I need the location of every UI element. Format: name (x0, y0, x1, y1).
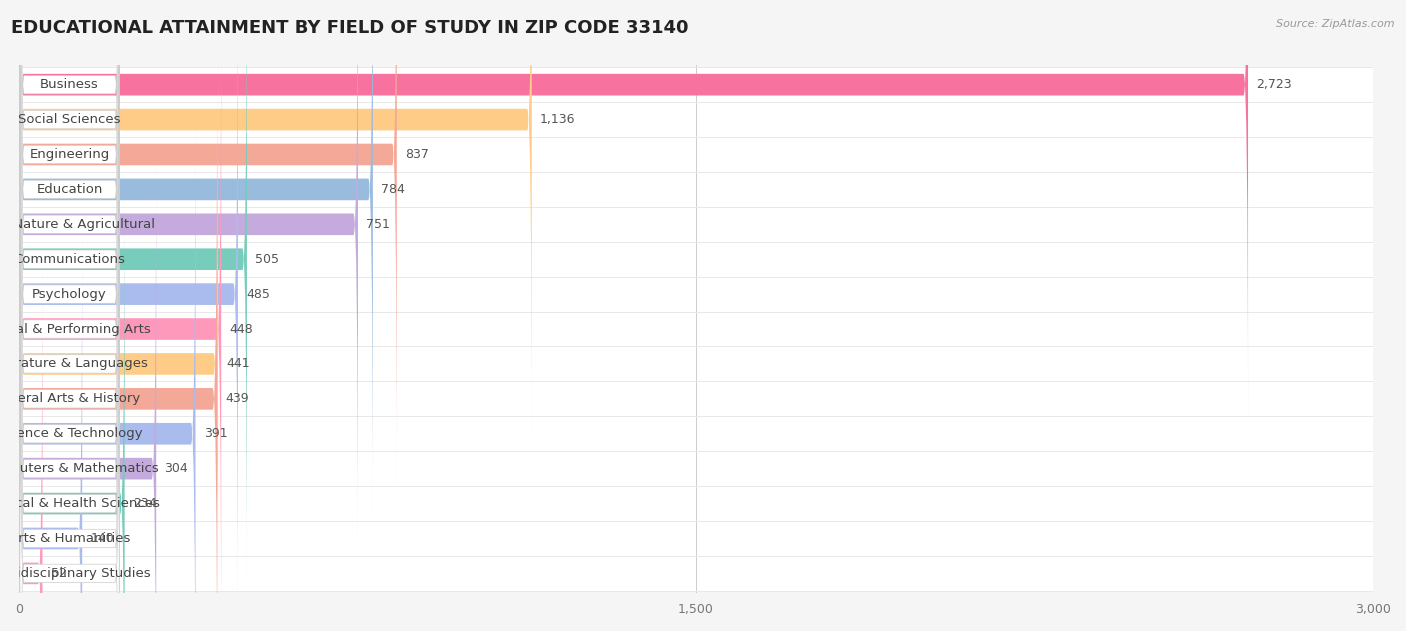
Text: Science & Technology: Science & Technology (0, 427, 142, 440)
Text: 52: 52 (51, 567, 66, 580)
FancyBboxPatch shape (20, 26, 218, 631)
Bar (20, 242, 1374, 276)
FancyBboxPatch shape (20, 0, 531, 458)
Text: 439: 439 (225, 392, 249, 405)
Text: 1,136: 1,136 (540, 113, 575, 126)
Text: 441: 441 (226, 357, 250, 370)
Text: Education: Education (37, 183, 103, 196)
FancyBboxPatch shape (20, 0, 373, 528)
Text: 485: 485 (246, 288, 270, 300)
Bar (20, 207, 1374, 242)
Bar (20, 137, 1374, 172)
Bar (20, 346, 1374, 381)
Text: 784: 784 (381, 183, 405, 196)
FancyBboxPatch shape (20, 129, 120, 631)
FancyBboxPatch shape (20, 0, 120, 529)
Text: Liberal Arts & History: Liberal Arts & History (0, 392, 141, 405)
Bar (20, 312, 1374, 346)
Bar (20, 381, 1374, 416)
Text: Business: Business (41, 78, 98, 91)
Text: Communications: Communications (14, 253, 125, 266)
FancyBboxPatch shape (20, 0, 247, 598)
Text: 304: 304 (165, 462, 188, 475)
FancyBboxPatch shape (20, 233, 120, 631)
FancyBboxPatch shape (20, 0, 1249, 423)
Text: Arts & Humanities: Arts & Humanities (8, 532, 131, 545)
FancyBboxPatch shape (20, 199, 120, 631)
Bar (20, 416, 1374, 451)
Text: 140: 140 (90, 532, 114, 545)
Text: 448: 448 (229, 322, 253, 336)
Text: 2,723: 2,723 (1256, 78, 1292, 91)
FancyBboxPatch shape (20, 268, 120, 631)
FancyBboxPatch shape (20, 235, 42, 631)
Text: Computers & Mathematics: Computers & Mathematics (0, 462, 159, 475)
FancyBboxPatch shape (20, 0, 396, 493)
Bar (20, 556, 1374, 591)
FancyBboxPatch shape (20, 59, 120, 631)
Text: Bio, Nature & Agricultural: Bio, Nature & Agricultural (0, 218, 155, 231)
FancyBboxPatch shape (20, 0, 359, 563)
Text: Visual & Performing Arts: Visual & Performing Arts (0, 322, 150, 336)
FancyBboxPatch shape (20, 0, 120, 390)
Bar (20, 68, 1374, 102)
Text: 837: 837 (405, 148, 429, 161)
FancyBboxPatch shape (20, 163, 120, 631)
FancyBboxPatch shape (20, 0, 120, 564)
FancyBboxPatch shape (20, 0, 120, 494)
FancyBboxPatch shape (20, 0, 120, 599)
Text: Physical & Health Sciences: Physical & Health Sciences (0, 497, 159, 510)
Text: Psychology: Psychology (32, 288, 107, 300)
FancyBboxPatch shape (20, 0, 221, 631)
FancyBboxPatch shape (20, 94, 120, 631)
Text: Social Sciences: Social Sciences (18, 113, 121, 126)
FancyBboxPatch shape (20, 0, 120, 459)
Text: EDUCATIONAL ATTAINMENT BY FIELD OF STUDY IN ZIP CODE 33140: EDUCATIONAL ATTAINMENT BY FIELD OF STUDY… (11, 19, 689, 37)
Text: Multidisciplinary Studies: Multidisciplinary Studies (0, 567, 150, 580)
FancyBboxPatch shape (20, 131, 156, 631)
Text: 751: 751 (366, 218, 389, 231)
Text: 234: 234 (132, 497, 156, 510)
FancyBboxPatch shape (20, 24, 120, 631)
Bar (20, 486, 1374, 521)
Bar (20, 451, 1374, 486)
FancyBboxPatch shape (20, 61, 217, 631)
FancyBboxPatch shape (20, 0, 120, 425)
Text: 391: 391 (204, 427, 228, 440)
Text: Engineering: Engineering (30, 148, 110, 161)
FancyBboxPatch shape (20, 200, 82, 631)
FancyBboxPatch shape (20, 0, 238, 631)
FancyBboxPatch shape (20, 95, 195, 631)
Text: Literature & Languages: Literature & Languages (0, 357, 148, 370)
Text: Source: ZipAtlas.com: Source: ZipAtlas.com (1277, 19, 1395, 29)
Bar (20, 172, 1374, 207)
FancyBboxPatch shape (20, 165, 125, 631)
Bar (20, 521, 1374, 556)
Bar (20, 276, 1374, 312)
Text: 505: 505 (254, 253, 278, 266)
Bar (20, 102, 1374, 137)
